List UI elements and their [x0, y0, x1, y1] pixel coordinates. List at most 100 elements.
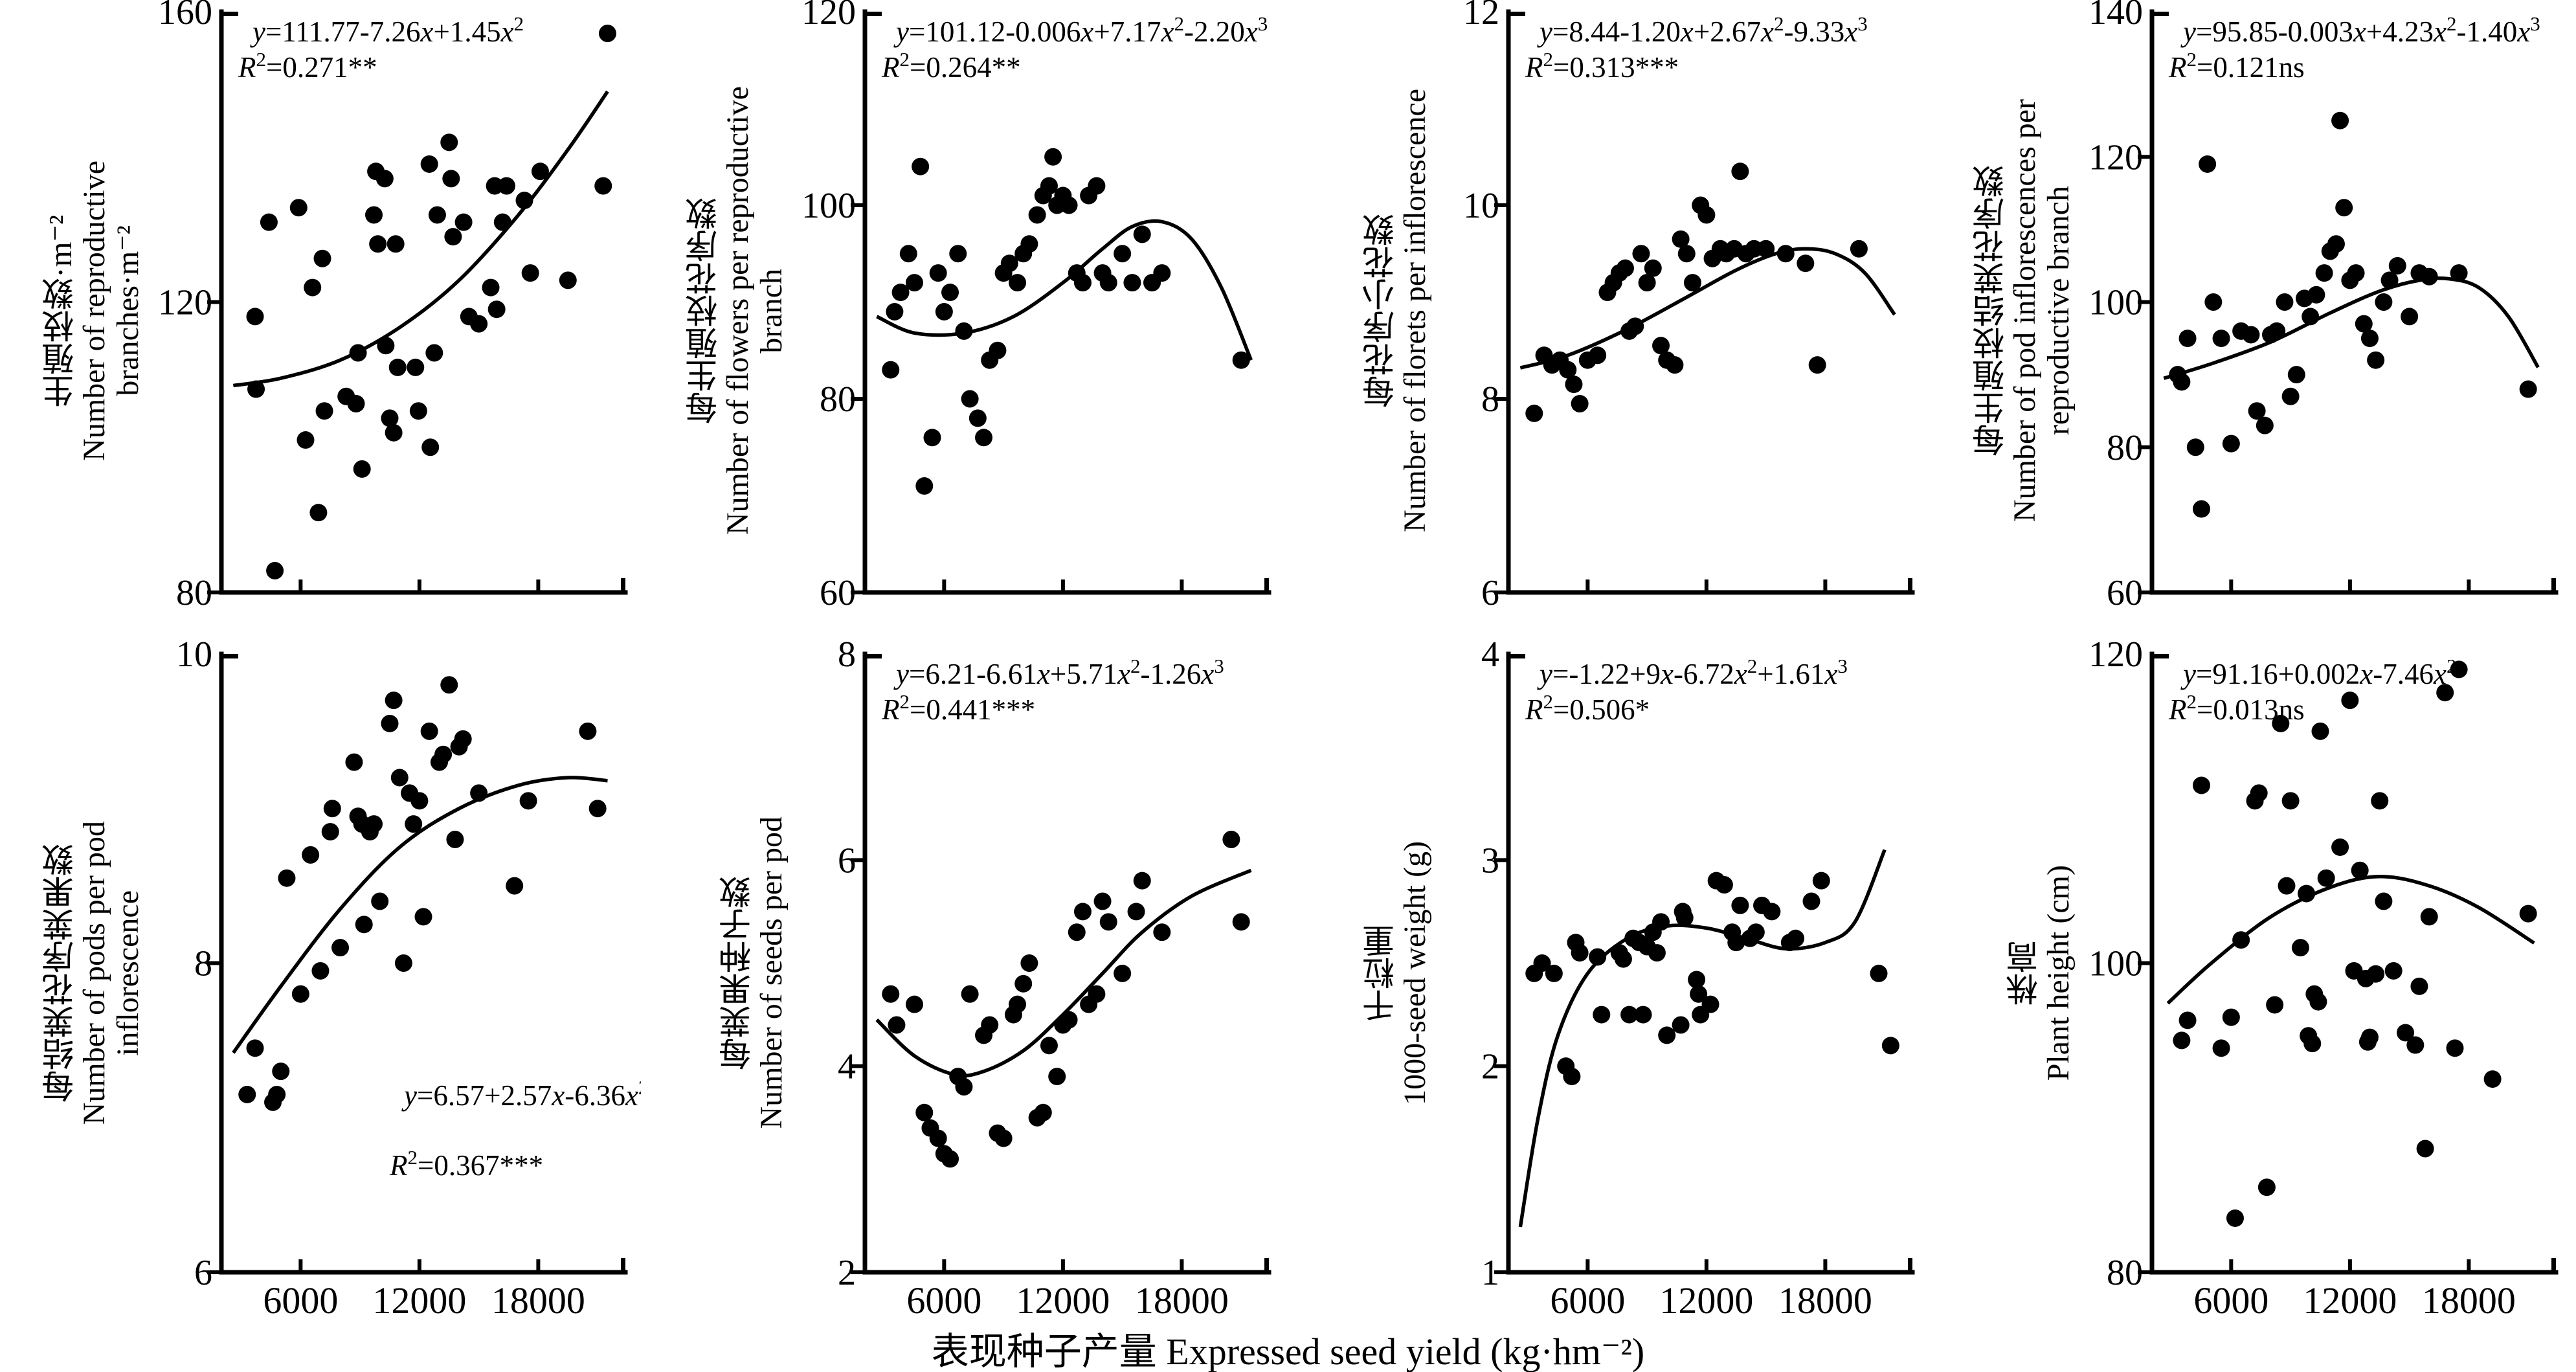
scatter-plot-1000-seed-weight: 6000 12000 18000 1 2 3 4 y=-1.22+9x-6.72x2+1.61… [1481, 635, 1915, 1321]
y-tick-label: 60 [820, 573, 856, 613]
y-axis-label: 每花序小花数 Number of florets per inflorescen… [1287, 0, 1432, 622]
data-point [1776, 245, 1795, 263]
data-point [1034, 1103, 1052, 1121]
x-tick-label: 12000 [1016, 1279, 1110, 1321]
regression-equation: y=91.16+0.002x-7.46x2 [2180, 655, 2456, 690]
data-point [410, 792, 429, 810]
data-point [1060, 1011, 1078, 1029]
y-axis-label-zh: 每结荚花序荚果数 [42, 843, 79, 1103]
data-point [1787, 929, 1805, 947]
scatter-plot-florets-per-inflorescence: 6 8 10 12 y=8.44-1.20x+2.67x2-9.33x3R2=0.313… [1463, 0, 1915, 613]
data-point [446, 831, 464, 848]
data-point [2371, 792, 2389, 810]
panel-plant-height: 株高 Plant height (cm) 6000 12000 18000 80 100… [1931, 622, 2574, 1324]
data-point [961, 985, 979, 1003]
y-tick-label: 6 [194, 1253, 212, 1293]
y-axis-label: 千粒重 1000-seed weight (g) [1287, 622, 1432, 1324]
y-ticks: 6 8 10 [176, 635, 221, 1293]
regression-equation: y=6.21-6.61x+5.71x2-1.26x3 [893, 655, 1224, 690]
data-point [2327, 235, 2345, 253]
data-point [2367, 965, 2385, 983]
data-point [311, 962, 330, 980]
data-point [989, 341, 1007, 359]
data-point [2384, 962, 2402, 980]
data-point [247, 380, 265, 398]
data-point [521, 264, 539, 282]
y-axis-label-en: reproductive branch [2041, 186, 2076, 436]
data-point [2302, 308, 2320, 326]
data-point [246, 1039, 264, 1057]
data-point [2388, 256, 2406, 275]
y-tick-label: 10 [1463, 186, 1499, 226]
data-point [1666, 356, 1684, 374]
data-point [1672, 1016, 1690, 1034]
y-axis-label-zh: 每生殖枝结荚花序数 [1973, 165, 2010, 456]
x-ticks: 6000 12000 18000 [906, 1259, 1229, 1321]
data-point [369, 235, 387, 253]
equation: y=6.57+2.57x-6.36x2 R2=0.367*** [389, 1076, 641, 1182]
panel-flowers-per-branch: 每生殖枝花序数 Number of flowers per reproducti… [644, 0, 1287, 622]
y-axis-label-en: inflorescence [111, 890, 146, 1056]
data-point [470, 784, 488, 802]
data-point [2186, 438, 2204, 456]
data-point [1701, 995, 1719, 1013]
data-point [289, 199, 308, 217]
data-point [278, 869, 296, 887]
y-tick-label: 6 [1481, 573, 1499, 613]
data-points [1525, 163, 1868, 422]
data-point [353, 460, 371, 478]
y-tick-label: 160 [158, 0, 212, 32]
data-point [302, 846, 320, 864]
x-ticks: 6000 12000 18000 [1550, 1259, 1872, 1321]
x-tick-label: 18000 [1778, 1279, 1872, 1321]
data-point [1626, 317, 1644, 335]
y-tick-label: 2 [838, 1253, 856, 1293]
data-point [888, 1016, 906, 1034]
data-point [1648, 944, 1666, 962]
y-axis-label-en: Number of florets per inflorescence [1398, 89, 1433, 533]
data-point [1690, 985, 1708, 1003]
data-point [420, 722, 438, 740]
data-point [886, 302, 904, 321]
data-point [588, 800, 607, 818]
data-point [1688, 971, 1706, 989]
data-point [899, 245, 917, 263]
data-point [2232, 931, 2250, 949]
data-point [2204, 293, 2223, 311]
panel-pod-inflorescences: 每生殖枝结荚花序数 Number of pod inflorescences p… [1931, 0, 2574, 622]
axes [1506, 651, 1915, 1275]
data-points [238, 676, 607, 1111]
data-point [2315, 264, 2333, 282]
y-axis-label: 每结荚花序荚果数 Number of pods per pod inflores… [0, 622, 145, 1324]
data-point [1808, 356, 1826, 374]
y-tick-label: 2 [1481, 1047, 1499, 1087]
data-point [414, 908, 432, 926]
axes [1506, 9, 1915, 595]
data-point [1683, 274, 1701, 292]
data-point [2483, 1070, 2502, 1088]
data-points [2173, 660, 2537, 1227]
data-point [915, 1103, 934, 1121]
axes [219, 9, 628, 595]
data-point [2335, 199, 2353, 217]
y-tick-label: 80 [2107, 1253, 2143, 1293]
y-axis-label-en: Number of pods per pod [77, 820, 112, 1125]
r-squared-value: R2=0.313*** [1525, 48, 1679, 84]
data-point [506, 877, 524, 895]
y-tick-label: 6 [838, 840, 856, 881]
data-point [394, 954, 412, 972]
data-point [515, 192, 533, 210]
data-point [425, 344, 443, 362]
data-point [365, 815, 383, 833]
y-tick-label: 120 [2089, 137, 2143, 177]
data-point [385, 423, 403, 442]
data-point [1614, 950, 1632, 968]
data-point [1881, 1037, 1899, 1055]
data-point [2401, 308, 2419, 326]
r-squared-value: R2=0.264** [881, 48, 1021, 84]
y-ticks: 6 8 10 12 [1463, 0, 1508, 613]
data-point [1763, 903, 1781, 921]
data-point [1675, 908, 1694, 927]
